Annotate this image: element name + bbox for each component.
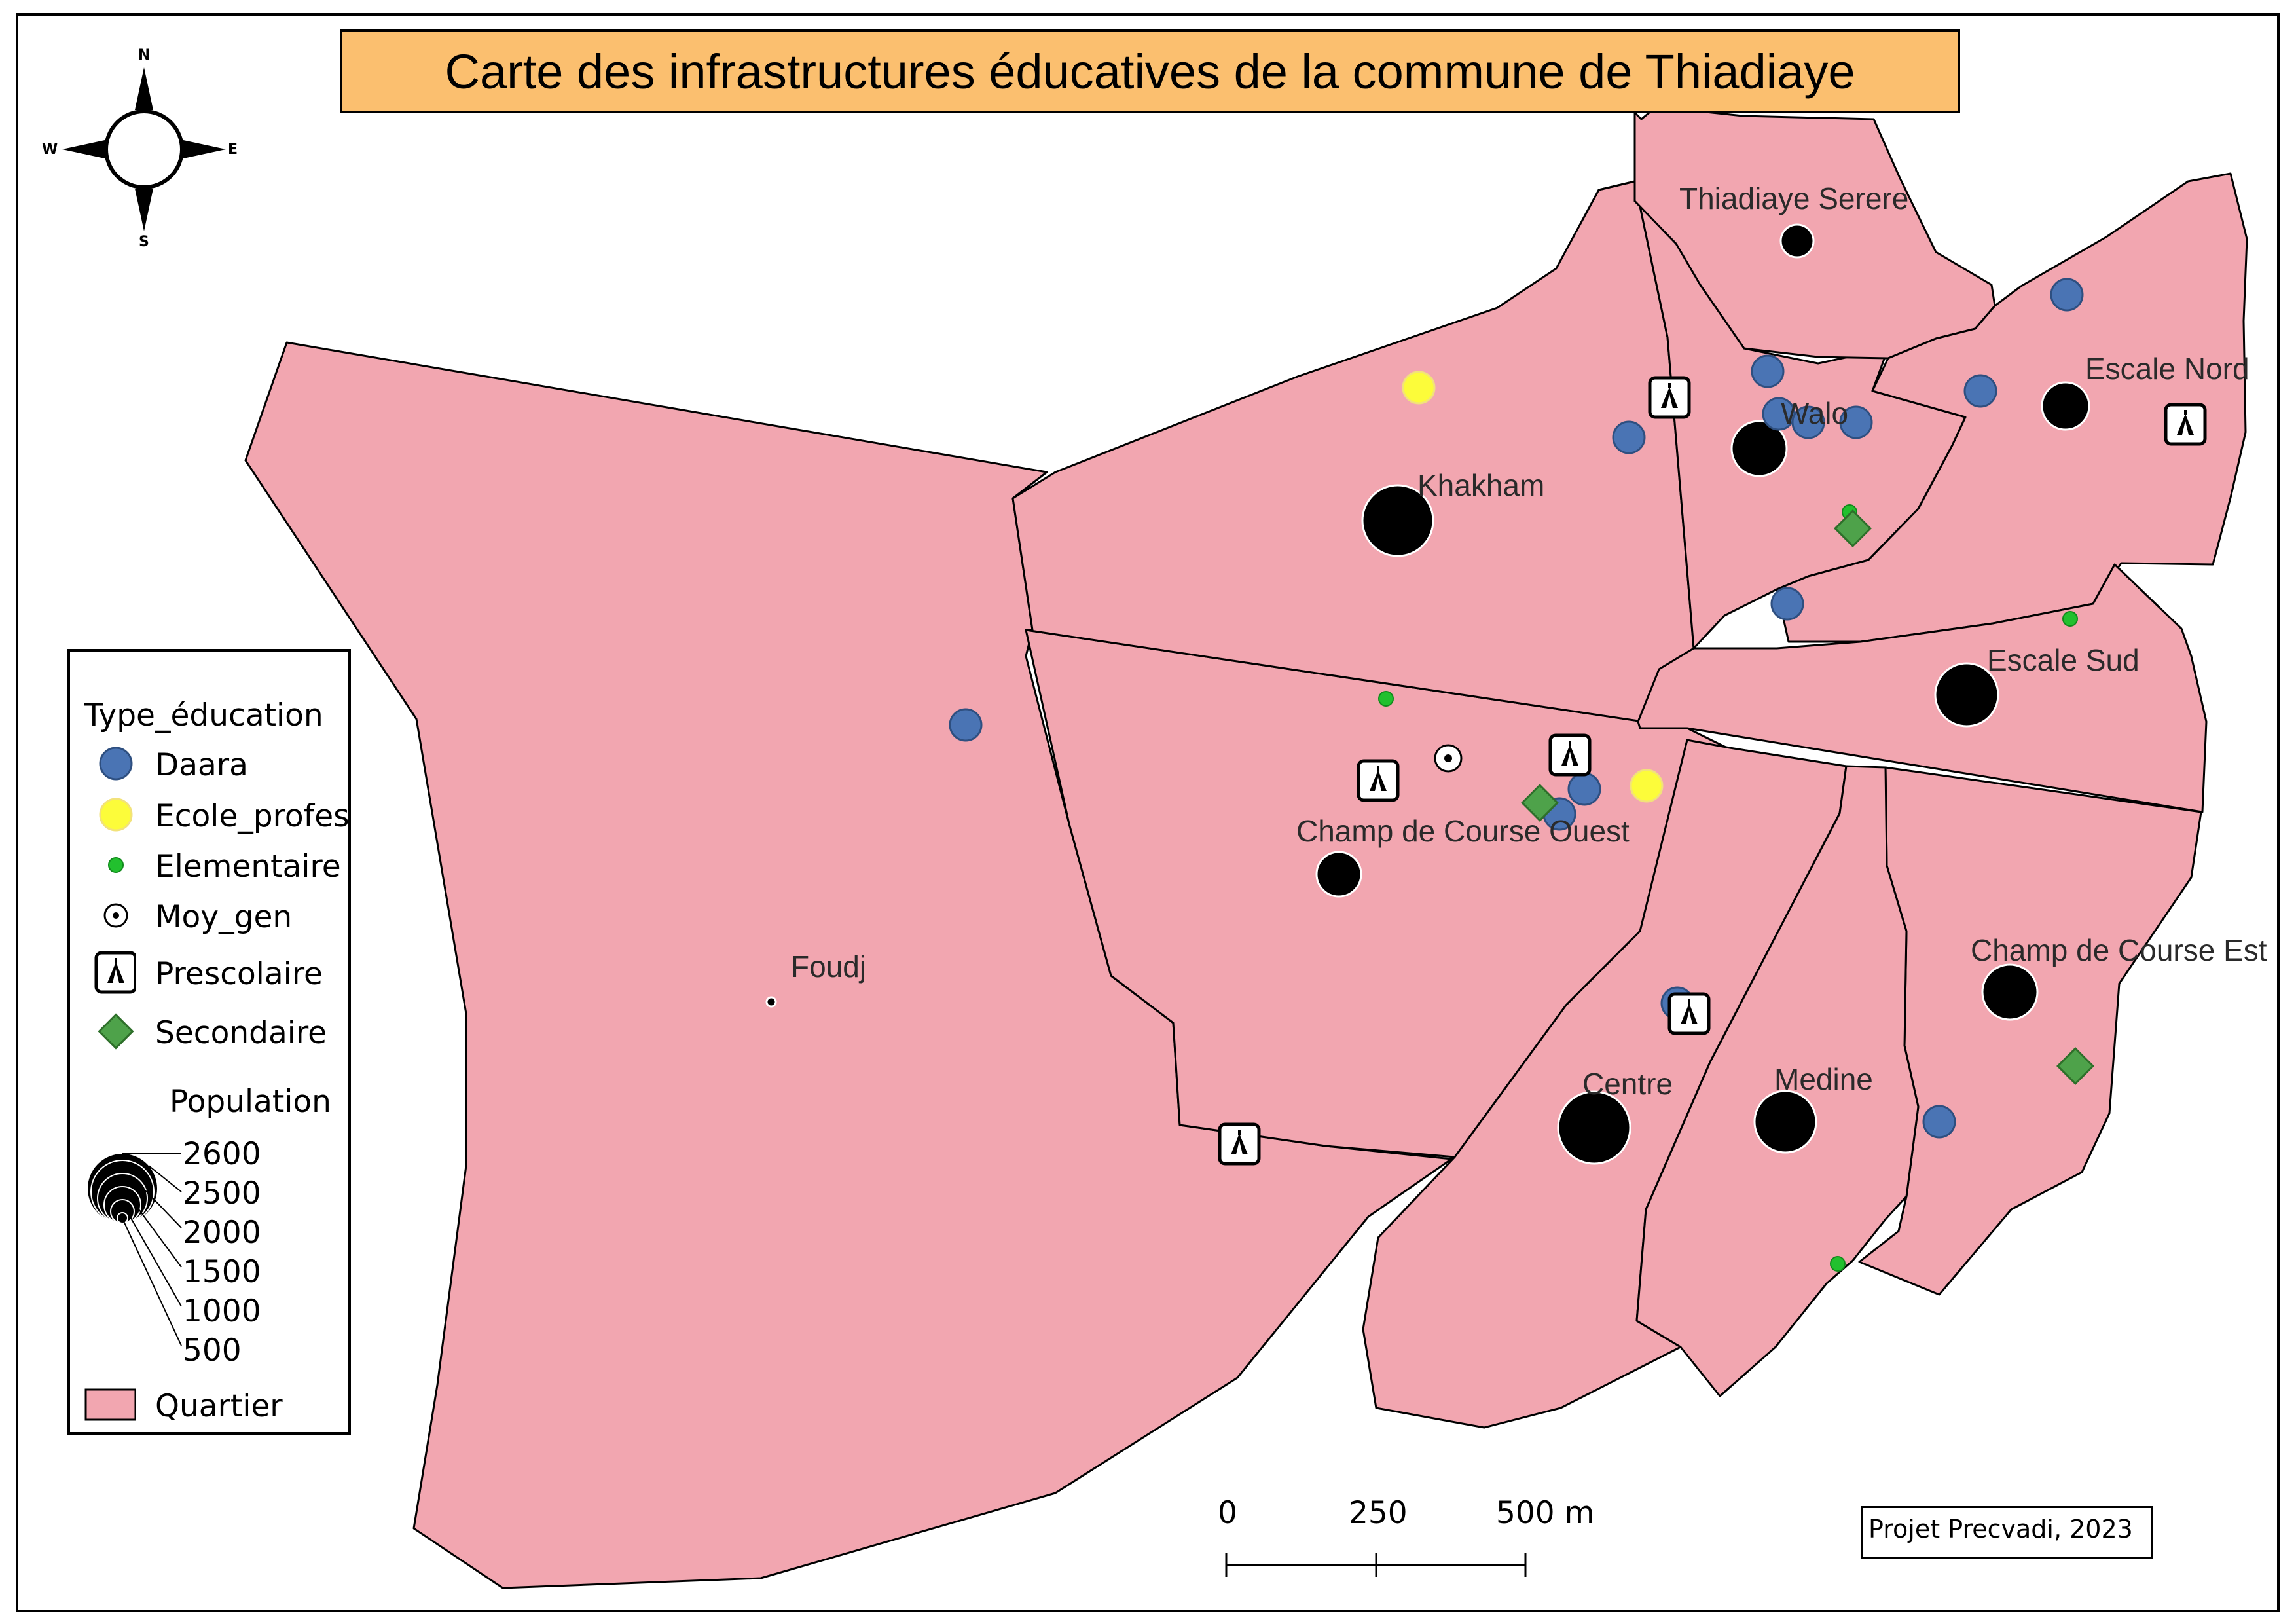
daara-point [1612,420,1646,454]
ecole-profes-point [1630,769,1664,803]
legend-population-value: 1000 [183,1293,261,1329]
quartier-label-escale-nord: Escale Nord [2085,352,2250,386]
scale-label: 250 [1349,1495,1408,1531]
population-symbol-icon [86,1153,182,1346]
population-circle-khakham [1361,484,1434,557]
credit-box: Projet Precvadi, 2023 [1861,1506,2153,1559]
legend-item-elementaire: Elementaire [70,842,348,888]
population-circle-centre [1557,1090,1631,1165]
population-circle-escale-sud [1934,662,1999,728]
legend-item-ecole-profes: Ecole_profes [70,792,350,838]
legend-population-value: 2500 [183,1175,261,1211]
population-circle-foudj [765,996,777,1008]
quartier-label-medine: Medine [1774,1062,1873,1096]
ecole-profes-icon [99,798,133,832]
elementaire-point [1830,1256,1846,1272]
scale-label: 0 [1218,1495,1237,1531]
north-arrow-icon [62,67,226,231]
quartier-escale-sud [1637,563,2208,813]
legend-item-quartier: Quartier [70,1382,348,1428]
legend-population-title: Population [170,1084,331,1120]
legend-item-prescolaire: Prescolaire [70,950,348,995]
quartier-label-champ-est: Champ de Course Est [1971,933,2267,967]
legend-item-secondaire: Secondaire [70,1008,348,1054]
compass-s-label: S [139,234,149,250]
quartier-medine [1635,765,1920,1397]
prescolaire-icon [1650,378,1689,417]
scale-label: 500 m [1496,1495,1595,1531]
population-circle-champ-ouest [1315,851,1362,898]
legend: Type_éducation Daara Ecole_profes Elemen… [67,649,351,1435]
population-circle-escale-nord [2041,381,2090,431]
population-circle-thiadiaye-serere [1779,223,1815,259]
legend-population-value: 1500 [183,1254,261,1290]
compass-w-label: W [42,141,58,158]
daara-point [1922,1105,1956,1139]
prescolaire-icon [1358,761,1398,800]
secondaire-icon [98,1013,134,1050]
population-circle-medine [1753,1090,1817,1154]
prescolaire-icon [2166,405,2205,444]
prescolaire-icon [1220,1124,1259,1164]
quartier-foudj [244,341,1453,1589]
secondaire-point [1521,784,1559,822]
map-frame [16,13,2280,1612]
legend-item-moy-gen: Moy_gen [70,893,348,938]
quartier-champ-est [1858,766,2202,1296]
quartier-label-escale-sud: Escale Sud [1987,643,2140,677]
map-title: Carte des infrastructures éducatives de … [340,29,1960,113]
quartier-label-champ-ouest: Champ de Course Ouest [1296,814,1630,848]
moy-gen-point [1434,744,1463,773]
daara-point [2050,278,2084,312]
quartier-label-foudj: Foudj [791,950,867,984]
quartier-label-khakham: Khakham [1417,468,1545,502]
daara-point [1839,405,1873,439]
legend-population-value: 2600 [183,1136,261,1172]
secondaire-point [2056,1047,2094,1085]
prescolaire-icon [83,950,136,995]
elementaire-icon [108,857,124,873]
prescolaire-icon [1550,735,1590,775]
elementaire-point [2062,611,2078,627]
population-circle-champ-est [1981,963,2039,1021]
secondaire-point [1834,509,1872,547]
scale-bar [1225,1553,1527,1577]
elementaire-point [1378,691,1394,707]
legend-population-value: 2000 [183,1215,261,1251]
daara-point [1567,772,1601,806]
legend-population-value: 500 [183,1333,242,1369]
quartier-label-thiadiaye-serere: Thiadiaye Serere [1679,181,1909,215]
prescolaire-icon [1669,994,1709,1033]
population-circle-walo [1730,420,1788,477]
moy-gen-icon [103,903,128,928]
quartier-label-centre: Centre [1582,1067,1673,1101]
quartier-swatch-icon [84,1388,136,1421]
quartier-label-walo: Walo [1781,396,1849,430]
daara-point [949,708,983,742]
compass-n-label: N [138,47,151,64]
daara-point [1791,405,1825,439]
ecole-profes-point [1402,371,1436,405]
legend-type-title: Type_éducation [84,697,323,733]
daara-icon [99,747,133,781]
daara-point [1963,374,1997,408]
legend-item-daara: Daara [70,741,348,786]
daara-point [1770,587,1804,621]
compass-e-label: E [228,141,238,158]
daara-point [1751,354,1785,388]
